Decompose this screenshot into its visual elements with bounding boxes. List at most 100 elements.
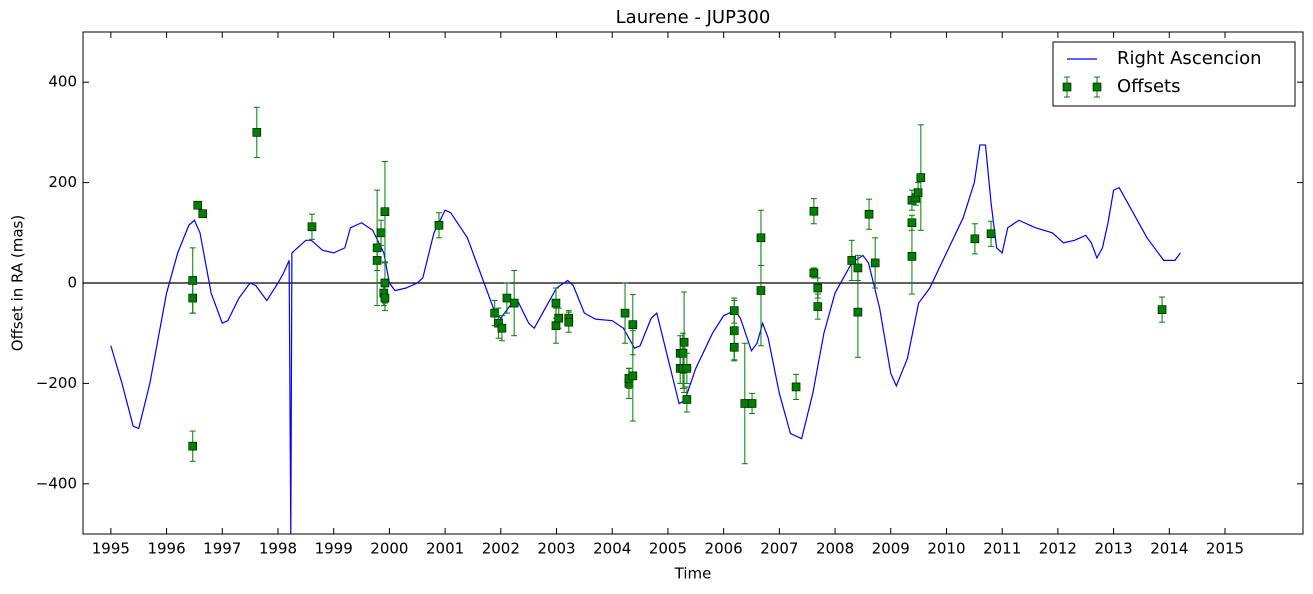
offset-marker — [870, 258, 880, 268]
offset-point — [509, 269, 519, 337]
offset-marker — [497, 323, 507, 333]
offset-marker — [916, 173, 926, 182]
offset-point — [502, 282, 512, 314]
offset-point — [756, 234, 766, 347]
x-tick-label: 2001 — [426, 540, 464, 558]
ra-line — [110, 144, 1181, 535]
x-tick-label: 2007 — [760, 540, 798, 558]
offset-marker — [628, 371, 638, 381]
offset-marker — [729, 326, 739, 335]
offset-point — [620, 282, 630, 344]
offset-marker — [747, 399, 757, 408]
offset-point — [907, 218, 917, 295]
offset-marker — [434, 220, 444, 230]
offset-marker — [729, 342, 739, 352]
x-tick-label: 2015 — [1206, 540, 1244, 558]
offset-point — [198, 209, 208, 219]
offset-point — [791, 373, 801, 400]
offset-point — [188, 430, 198, 462]
offset-point — [913, 182, 923, 204]
offset-point — [434, 212, 444, 239]
y-tick-label: 400 — [48, 73, 77, 91]
offset-point — [497, 315, 507, 342]
offset-marker — [376, 228, 386, 238]
offset-point — [864, 198, 874, 230]
y-tick-label: −400 — [36, 474, 77, 492]
offset-point — [853, 266, 863, 358]
offset-marker — [380, 278, 390, 288]
offset-point — [554, 307, 564, 329]
legend-box — [1052, 41, 1296, 107]
offset-point — [747, 392, 757, 415]
offset-point — [870, 237, 880, 289]
offset-point — [188, 247, 198, 314]
offset-point — [372, 249, 382, 271]
legend-marker — [1062, 82, 1072, 92]
offset-point — [1157, 296, 1167, 323]
plot-area — [83, 106, 1303, 535]
offset-marker — [864, 209, 874, 219]
offset-point — [916, 124, 926, 231]
offset-point — [682, 386, 692, 413]
offset-marker — [813, 283, 823, 293]
offset-marker — [809, 268, 819, 278]
offset-marker — [986, 229, 996, 239]
offset-marker — [1157, 305, 1167, 314]
offset-point — [380, 161, 390, 263]
offset-marker — [809, 206, 819, 216]
x-tick-label: 2012 — [1039, 540, 1077, 558]
offset-marker — [679, 337, 689, 347]
offset-point — [193, 200, 203, 210]
offset-marker — [307, 222, 317, 232]
offset-marker — [970, 234, 980, 244]
x-tick-label: 2009 — [872, 540, 910, 558]
offset-point — [847, 239, 857, 281]
offset-marker — [509, 298, 519, 308]
offset-marker — [682, 395, 692, 404]
offset-point — [628, 330, 638, 422]
x-tick-label: 1998 — [259, 540, 297, 558]
offset-point — [679, 291, 689, 393]
x-tick-label: 2000 — [370, 540, 408, 558]
offset-point — [970, 223, 980, 255]
offset-point — [252, 106, 262, 158]
offset-point — [372, 189, 382, 307]
x-tick-label: 2011 — [983, 540, 1021, 558]
offset-marker — [853, 307, 863, 317]
offset-point — [853, 254, 863, 281]
offset-point — [682, 352, 692, 384]
offset-point — [307, 213, 317, 240]
offset-point — [986, 220, 996, 247]
x-tick-label: 1999 — [315, 540, 353, 558]
offset-marker — [198, 209, 208, 219]
x-tick-label: 2013 — [1094, 540, 1132, 558]
offset-marker — [502, 293, 512, 303]
offset-marker — [188, 276, 198, 285]
offset-marker — [193, 200, 203, 210]
offset-marker — [188, 441, 198, 451]
offset-marker — [252, 128, 262, 137]
x-tick-label: 2010 — [927, 540, 965, 558]
chart-title: Laurene - JUP300 — [616, 7, 771, 28]
x-axis-label: Time — [674, 565, 712, 583]
x-tick-label: 2006 — [705, 540, 743, 558]
offset-marker — [620, 308, 630, 318]
legend-label: Right Ascencion — [1117, 48, 1262, 69]
offset-marker — [847, 256, 857, 265]
y-tick-label: 0 — [67, 274, 77, 292]
x-tick-label: 1996 — [147, 540, 185, 558]
x-tick-label: 2008 — [816, 540, 854, 558]
x-tick-label: 2002 — [482, 540, 520, 558]
offset-point — [809, 198, 819, 225]
legend: Right Ascencion Offsets — [1052, 41, 1296, 107]
offset-marker — [554, 313, 564, 323]
offset-marker — [372, 256, 382, 265]
offset-marker — [682, 364, 692, 373]
x-tick-label: 1997 — [203, 540, 241, 558]
offset-marker — [813, 302, 823, 311]
x-tick-label: 1995 — [92, 540, 130, 558]
x-tick-label: 2003 — [537, 540, 575, 558]
offset-marker — [913, 188, 923, 197]
y-tick-label: −200 — [36, 374, 77, 392]
